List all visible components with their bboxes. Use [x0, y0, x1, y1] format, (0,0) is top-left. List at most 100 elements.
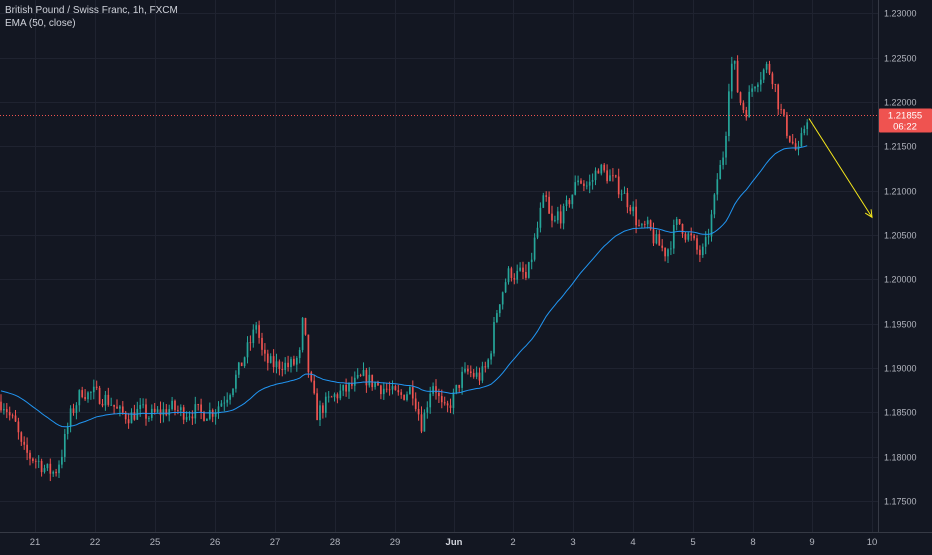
arrow-layer [808, 118, 873, 219]
x-axis[interactable]: 21 22 25 26 27 28 29 Jun 2 3 4 5 8 9 10 [0, 532, 932, 549]
candle-body [440, 396, 443, 403]
last-price-value: 1.21855 [888, 111, 922, 122]
candle-body [783, 109, 785, 115]
candle-body [121, 406, 124, 413]
candle-body [800, 133, 803, 147]
y-tick-label: 1.20000 [884, 275, 917, 285]
candle-body [435, 386, 437, 393]
candle-body [597, 170, 600, 174]
candle-body [319, 405, 321, 421]
candle-body [493, 322, 495, 354]
candle-body [90, 392, 92, 394]
candle-body [5, 409, 8, 413]
candle-body [49, 463, 52, 474]
candle-body [148, 417, 150, 419]
candle-body [768, 63, 771, 74]
candle-body [675, 219, 678, 225]
candle-body [46, 463, 49, 469]
candle-body [275, 361, 278, 368]
candle-body [301, 317, 304, 350]
candle-body [574, 182, 577, 195]
x-tick-label: 8 [750, 537, 755, 548]
candle-body [623, 192, 626, 194]
candle-body [133, 412, 136, 420]
y-axis[interactable]: 1.23000 1.22500 1.22000 1.21500 1.21000 1.205… [878, 0, 932, 550]
candle-body [14, 415, 17, 422]
candle-body [585, 185, 588, 187]
candle-body [336, 394, 339, 399]
y-tick-label: 1.17500 [884, 497, 917, 507]
candle-body [23, 441, 26, 445]
candle-body [522, 267, 524, 273]
candle-body [119, 406, 121, 409]
candle-body [748, 91, 751, 118]
candle-body [214, 412, 217, 417]
candle-body [252, 329, 255, 344]
candle-body [684, 233, 687, 240]
candle-body [652, 229, 655, 244]
candle-body [371, 374, 374, 388]
candle-body [174, 400, 176, 411]
chart-legend[interactable]: British Pound / Swiss Franc, 1h, FXCM EM… [5, 4, 178, 30]
candle-body [414, 398, 417, 409]
candle-body [788, 135, 791, 142]
candle-body [507, 268, 510, 283]
candle-body [32, 458, 34, 461]
candle-body [322, 405, 324, 413]
candle-body [43, 468, 46, 473]
candle-body [577, 180, 579, 183]
candle-body [284, 362, 287, 370]
x-tick-label: 5 [690, 537, 695, 548]
candle-body [264, 349, 266, 354]
candle-body [751, 88, 753, 92]
candle-body [397, 390, 400, 393]
symbol-title[interactable]: British Pound / Swiss Franc, 1h, FXCM [5, 5, 178, 16]
candle-body [620, 193, 623, 195]
candle-body [356, 374, 359, 378]
x-tick-label: 21 [30, 537, 41, 548]
y-axis-background [878, 0, 932, 550]
candle-body [52, 471, 55, 474]
candle-body [725, 136, 727, 158]
candle-body [8, 412, 11, 416]
candle-body [617, 176, 620, 195]
candle-body [757, 84, 759, 87]
y-tick-label: 1.21000 [884, 187, 917, 197]
projection-arrow [808, 118, 873, 218]
candle-body [580, 180, 582, 184]
candle-body [510, 268, 513, 279]
candle-body [681, 223, 684, 234]
candle-body [554, 220, 556, 222]
candle-body [304, 317, 307, 335]
candle-body [37, 460, 40, 462]
candle-body [348, 383, 350, 392]
candle-body [104, 394, 107, 406]
candle-body [307, 334, 310, 373]
candle-body [127, 419, 130, 424]
candle-body [762, 69, 765, 80]
candle-body [638, 225, 640, 227]
candle-body [443, 402, 446, 404]
candle-body [545, 195, 548, 197]
candle-body [310, 372, 313, 381]
candle-body [345, 384, 347, 392]
candle-body [641, 224, 643, 226]
candle-body [11, 415, 14, 417]
indicator-title[interactable]: EMA (50, close) [5, 18, 76, 29]
candle-body [359, 374, 362, 376]
candle-body [658, 234, 661, 246]
y-tick-label: 1.18000 [884, 453, 917, 463]
candle-body [519, 267, 521, 271]
candle-body [612, 175, 614, 177]
candle-body [295, 357, 298, 365]
candle-body [626, 192, 629, 208]
y-tick-label: 1.18500 [884, 408, 917, 418]
candle-body [635, 206, 637, 226]
candle-body [98, 387, 101, 404]
candle-body [249, 342, 252, 344]
candle-body [513, 278, 516, 280]
candle-body [701, 246, 704, 256]
y-tick-label: 1.19000 [884, 364, 917, 374]
